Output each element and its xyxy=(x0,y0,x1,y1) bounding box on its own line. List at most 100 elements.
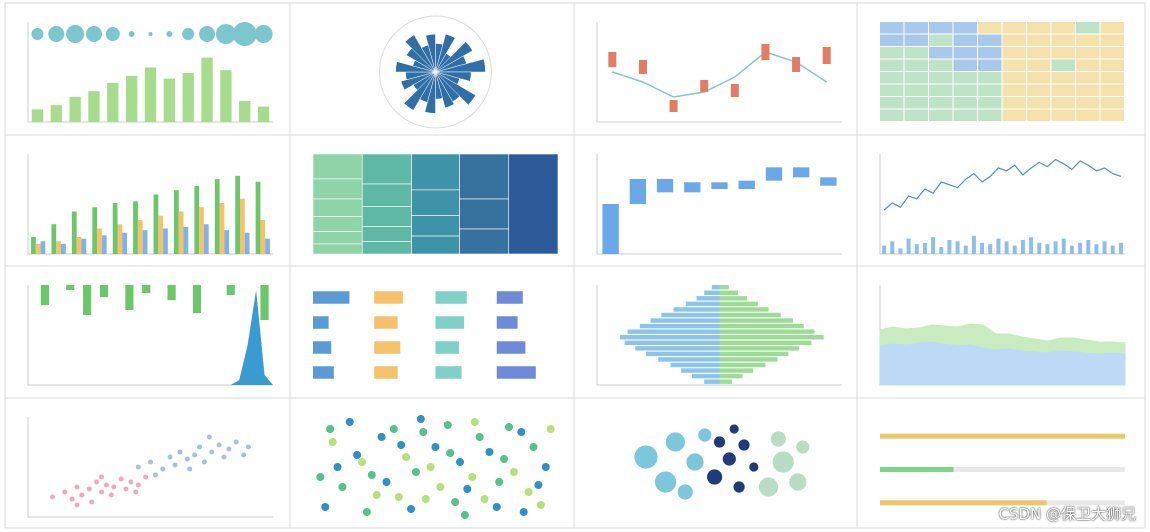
point xyxy=(128,479,134,485)
bar-right xyxy=(719,335,824,340)
bar xyxy=(40,241,46,254)
rose-sector xyxy=(435,58,486,73)
bar-right xyxy=(719,329,815,334)
heat-cell xyxy=(953,109,977,121)
volume-bar xyxy=(1053,241,1058,254)
area xyxy=(879,323,1126,354)
point xyxy=(103,482,109,488)
tree-cell xyxy=(411,215,460,237)
bar-right xyxy=(719,351,789,357)
bar xyxy=(35,243,41,254)
bar xyxy=(235,175,240,254)
rose-sector xyxy=(425,33,436,73)
dot xyxy=(367,471,376,479)
bar xyxy=(56,241,62,254)
point xyxy=(50,494,55,500)
tree-cell xyxy=(361,241,412,255)
heat-cell xyxy=(904,22,928,34)
bar xyxy=(126,75,138,122)
waterfall-bar xyxy=(738,180,755,189)
heat-cell xyxy=(1002,72,1026,84)
spike xyxy=(99,285,109,297)
rose-sector xyxy=(404,34,436,73)
heat-cell xyxy=(929,72,953,84)
heat-cell xyxy=(1051,22,1075,34)
spike xyxy=(66,285,75,290)
dot xyxy=(524,488,533,496)
bar-right xyxy=(719,373,743,379)
dot xyxy=(345,418,354,426)
range-bar xyxy=(669,100,678,112)
tree-cell xyxy=(312,231,363,245)
volume-bar xyxy=(1118,242,1123,254)
bar xyxy=(244,232,250,254)
tree-cell xyxy=(411,235,460,255)
tree-cell xyxy=(411,153,460,191)
volume-bar xyxy=(971,235,976,254)
heat-cell xyxy=(953,97,977,109)
bubble xyxy=(85,26,102,42)
bar xyxy=(255,181,261,254)
point xyxy=(184,456,190,462)
bar-right xyxy=(719,340,812,345)
point xyxy=(118,476,124,482)
volume-bar xyxy=(996,238,1001,254)
point xyxy=(79,492,85,498)
dot xyxy=(485,448,494,456)
volume-bar xyxy=(947,240,952,254)
bar xyxy=(71,211,77,254)
heat-cell xyxy=(929,84,953,96)
heat-cell xyxy=(880,97,904,109)
spike xyxy=(142,285,151,293)
volume-bar xyxy=(1045,244,1050,254)
rose-sector xyxy=(435,71,477,106)
dot xyxy=(402,453,411,461)
heat-cell xyxy=(880,72,904,84)
bar-right xyxy=(719,357,778,362)
line xyxy=(612,51,828,98)
waterfall-bar xyxy=(602,204,619,254)
rose-sector xyxy=(435,41,473,73)
dot xyxy=(419,428,428,436)
volume-bar xyxy=(1029,237,1034,254)
spike xyxy=(192,285,202,313)
bubble xyxy=(128,31,135,37)
bar-left xyxy=(704,290,720,295)
dot xyxy=(456,458,464,466)
dot xyxy=(534,481,543,489)
point xyxy=(206,434,212,440)
bar xyxy=(496,316,518,329)
heat-cell xyxy=(1100,59,1124,71)
volume-bar xyxy=(1102,241,1107,254)
heat-cell xyxy=(1027,97,1051,109)
volume-bar xyxy=(882,245,887,254)
bar-left xyxy=(691,373,720,379)
heat-cell xyxy=(1100,47,1124,59)
bar xyxy=(31,237,36,254)
point xyxy=(74,484,80,490)
heat-cell xyxy=(1076,97,1100,109)
heat-cell xyxy=(1076,109,1100,121)
tree-cell xyxy=(361,226,412,242)
waterfall-bar xyxy=(684,182,701,193)
bar xyxy=(201,57,213,122)
point xyxy=(172,462,178,468)
heat-cell xyxy=(1027,72,1051,84)
dot xyxy=(451,498,460,506)
heat-cell xyxy=(1076,34,1100,46)
point xyxy=(226,446,232,452)
bar xyxy=(92,207,98,254)
bar xyxy=(107,82,119,122)
volume-bar xyxy=(922,242,927,254)
heat-cell xyxy=(978,59,1002,71)
heat-cell xyxy=(1002,84,1026,96)
bar xyxy=(182,73,194,122)
dot xyxy=(436,483,445,491)
bar xyxy=(199,207,204,254)
bar-left xyxy=(704,379,720,384)
point xyxy=(246,444,251,450)
tree-cell xyxy=(411,189,460,216)
tree-cell xyxy=(459,153,510,200)
bar xyxy=(163,78,175,122)
heat-cell xyxy=(978,47,1002,59)
